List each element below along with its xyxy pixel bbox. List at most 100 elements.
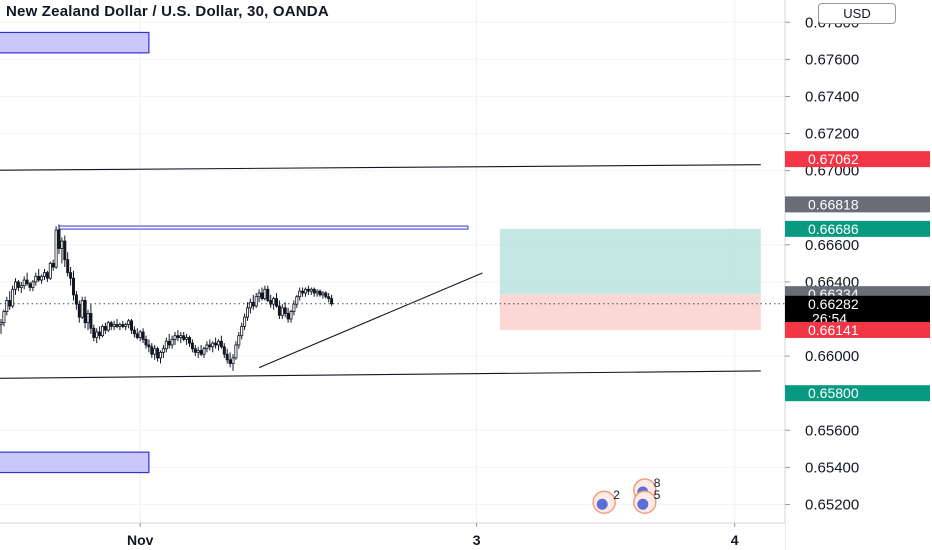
- trend-line: [0, 164, 761, 171]
- candle: [315, 289, 319, 297]
- candle: [25, 272, 29, 286]
- candle: [251, 294, 255, 310]
- candle-body: [43, 272, 47, 277]
- candle-body: [167, 340, 171, 346]
- candle-body: [248, 301, 252, 309]
- candle: [216, 339, 220, 351]
- candle-body: [127, 320, 131, 325]
- candle-body: [222, 346, 226, 355]
- price-label-bg: [785, 151, 930, 168]
- candle: [228, 352, 232, 368]
- candle: [112, 320, 116, 331]
- price-label: 0.66818: [785, 196, 930, 213]
- candle: [22, 276, 26, 290]
- candle: [77, 300, 81, 323]
- price-label: 0.65800: [785, 385, 930, 402]
- time-tick-label: Nov: [127, 532, 154, 548]
- candle-body: [164, 340, 168, 350]
- candle: [286, 307, 290, 323]
- candle-body: [289, 311, 293, 320]
- candle: [74, 291, 78, 310]
- candle: [48, 261, 52, 281]
- price-tick-label: 0.67600: [805, 51, 859, 68]
- candle: [295, 294, 299, 308]
- candle-body: [205, 344, 209, 350]
- candle: [161, 344, 165, 358]
- price-label-text: 0.66818: [808, 196, 859, 212]
- candle-body: [72, 277, 76, 296]
- candle: [167, 333, 171, 349]
- candle: [263, 285, 267, 301]
- time-tick-label: 4: [731, 532, 739, 548]
- candle-body: [92, 327, 96, 338]
- price-tick-label: 0.66600: [805, 237, 859, 254]
- candle: [324, 291, 328, 299]
- candle-body: [109, 322, 113, 327]
- candle-body: [199, 350, 203, 355]
- candle: [248, 298, 252, 314]
- candle: [132, 326, 136, 338]
- candle: [211, 341, 215, 353]
- candle: [80, 296, 84, 319]
- currency-button[interactable]: USD: [818, 3, 896, 24]
- candle-body: [187, 337, 191, 344]
- candle-body: [251, 301, 255, 307]
- candle-body: [312, 288, 316, 294]
- candle-body: [34, 275, 38, 283]
- candle-body: [202, 348, 206, 355]
- candle: [124, 322, 128, 331]
- candle: [208, 339, 212, 351]
- candle: [176, 330, 180, 342]
- candle: [19, 281, 23, 294]
- candle: [57, 224, 61, 255]
- price-tick-label: 0.65600: [805, 422, 859, 439]
- candle-body: [327, 296, 331, 299]
- price-tick-label: 0.65400: [805, 459, 859, 476]
- candle-body: [83, 300, 87, 324]
- candle-body: [150, 346, 154, 355]
- candle-body: [118, 324, 122, 327]
- candle-body: [260, 292, 264, 299]
- candle-body: [318, 290, 322, 296]
- candle-body: [272, 298, 276, 305]
- time-axis[interactable]: Nov 3 4: [0, 522, 785, 550]
- candle-body: [231, 357, 235, 364]
- candle-body: [225, 353, 229, 361]
- candle-body: [185, 337, 189, 340]
- event-badges[interactable]: 2 85: [592, 476, 661, 514]
- candle: [330, 294, 334, 307]
- candle: [8, 291, 12, 310]
- candle: [153, 344, 157, 360]
- candle-body: [60, 240, 64, 249]
- candle: [83, 296, 87, 329]
- candle: [318, 289, 322, 297]
- candle-body: [98, 331, 102, 337]
- price-axis-background: [785, 0, 932, 550]
- candle: [277, 300, 281, 319]
- badge-count: 2: [613, 488, 620, 502]
- candle: [31, 280, 35, 292]
- candle-body: [106, 322, 110, 331]
- price-label-text: 0.65800: [808, 385, 859, 401]
- candle-body: [158, 351, 162, 359]
- candle: [214, 337, 218, 349]
- price-axis[interactable]: 0.678000.676000.674000.672000.670000.666…: [784, 0, 932, 550]
- candle: [312, 287, 316, 297]
- candle: [147, 339, 151, 353]
- candle-body: [22, 279, 26, 287]
- candle: [182, 331, 186, 342]
- candle: [292, 300, 296, 316]
- candle-body: [211, 342, 215, 348]
- candle: [121, 320, 125, 329]
- candle: [243, 313, 247, 331]
- candle-body: [274, 298, 278, 307]
- candle: [40, 274, 44, 284]
- long-position-tool[interactable]: [499, 228, 761, 330]
- candle: [34, 272, 38, 286]
- candle: [129, 318, 133, 334]
- candle-body: [321, 292, 325, 296]
- candle-body: [103, 326, 107, 331]
- candle-body: [132, 329, 136, 335]
- candle-body: [156, 348, 160, 359]
